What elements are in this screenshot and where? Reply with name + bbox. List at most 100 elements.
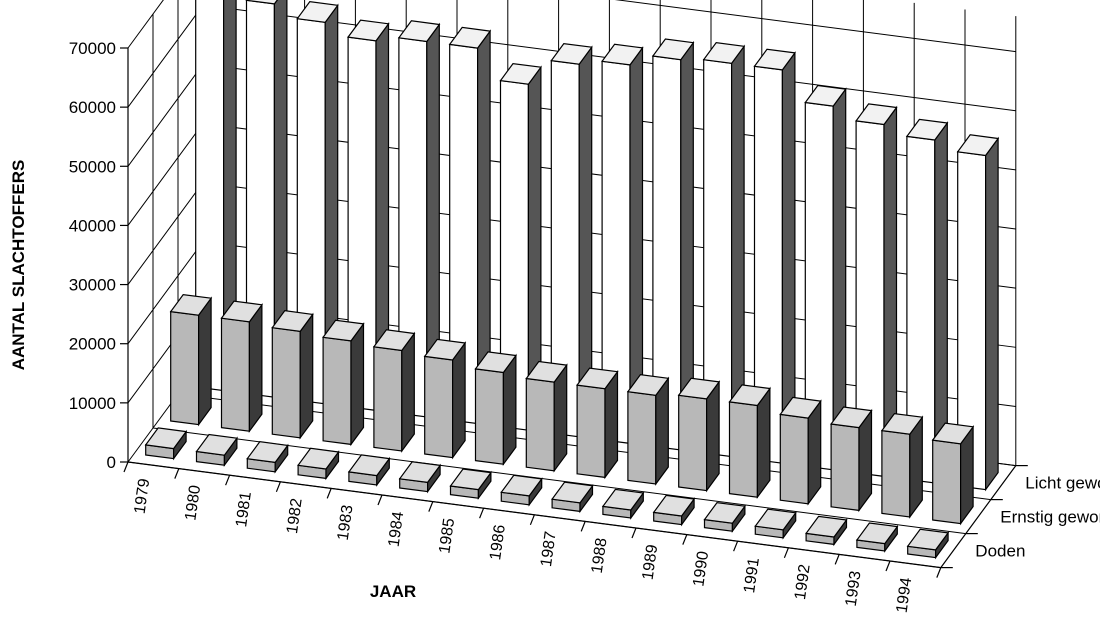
left-wall-gridline — [127, 182, 204, 285]
x-tick-label: 1987 — [538, 530, 560, 568]
series-label: Licht gewonden — [1025, 474, 1100, 493]
bar-side-face — [299, 312, 314, 440]
x-tick-label: 1992 — [792, 563, 814, 601]
bar-doden-1980 — [195, 433, 238, 468]
x-tick-mark — [174, 468, 180, 479]
x-tick-label: 1979 — [132, 477, 154, 515]
x-tick-mark — [428, 501, 434, 512]
series-label: Ernstig gewonden — [1000, 508, 1100, 527]
bar-top-face — [754, 508, 797, 531]
bar-licht-gewonden-1989 — [702, 42, 746, 459]
bar-top-face — [804, 84, 847, 107]
x-tick-label: 1982 — [284, 497, 306, 535]
bar-ernstig-gewonden-1994 — [931, 422, 975, 526]
bar-doden-1986 — [500, 474, 543, 507]
left-wall-gridline — [127, 0, 164, 49]
bar-top-face — [144, 427, 188, 450]
x-tick-mark — [377, 494, 383, 506]
x-tick-mark — [225, 474, 231, 486]
bar-doden-1994 — [906, 528, 950, 560]
x-tick-mark — [529, 514, 535, 526]
bar-front-face — [728, 401, 759, 498]
bar-front-face — [525, 377, 555, 472]
bar-side-face — [553, 363, 568, 473]
depth-axis-line — [940, 465, 1017, 568]
bar-licht-gewonden-1993 — [905, 118, 949, 485]
bar-top-face — [855, 103, 898, 126]
bar-top-face — [626, 374, 670, 396]
bar-doden-1984 — [398, 461, 442, 494]
bar-ernstig-gewonden-1987 — [576, 367, 619, 480]
bar-licht-gewonden-1986 — [550, 42, 593, 439]
floor-line — [152, 427, 966, 535]
bar-ernstig-gewonden-1985 — [474, 351, 517, 467]
bar-top-face — [576, 367, 619, 390]
bar-ernstig-gewonden-1983 — [372, 329, 416, 453]
bar-front-face — [271, 327, 301, 439]
bar-licht-gewonden-1981 — [296, 1, 339, 406]
bar-ernstig-gewonden-1982 — [322, 319, 365, 447]
bar-front-face — [220, 317, 250, 432]
bar-front-face — [170, 310, 200, 426]
bar-top-face — [830, 406, 873, 429]
x-tick-label: 1980 — [182, 484, 204, 522]
bar-side-face — [655, 376, 669, 486]
bar-top-face — [499, 62, 542, 85]
x-tick-mark — [834, 554, 840, 565]
bar-top-face — [525, 360, 568, 383]
x-tick-mark — [580, 521, 586, 532]
x-tick-mark — [885, 560, 891, 572]
bar-front-face — [322, 336, 352, 446]
bar-doden-1981 — [246, 441, 289, 474]
bar-top-face — [398, 461, 442, 484]
bar-side-face — [502, 353, 517, 467]
bar-ernstig-gewonden-1993 — [880, 412, 924, 519]
left-wall-gridline — [127, 4, 204, 108]
bar-doden-1983 — [347, 454, 391, 487]
x-tick-label: 1981 — [233, 491, 255, 529]
bar-top-face — [905, 118, 949, 141]
bar-licht-gewonden-1984 — [448, 26, 492, 426]
bar-side-face — [705, 380, 720, 493]
bar-top-face — [372, 329, 416, 352]
bar-top-face — [271, 310, 314, 333]
x-tick-label: 1983 — [335, 504, 357, 542]
bar-ernstig-gewonden-1986 — [525, 360, 568, 473]
y-tick-label: 20000 — [69, 335, 116, 354]
bar-licht-gewonden-1990 — [753, 48, 796, 466]
bar-side-face — [350, 322, 365, 447]
x-tick-label: 1988 — [589, 537, 611, 575]
bar-licht-gewonden-1985 — [499, 62, 542, 433]
bar-top-face — [703, 501, 746, 524]
x-axis-title: JAAR — [370, 582, 416, 601]
bar-doden-1985 — [449, 468, 492, 501]
bar-front-face — [195, 0, 225, 392]
bar-licht-gewonden-1983 — [397, 20, 441, 419]
bar-side-face — [604, 369, 619, 480]
bar-front-face — [932, 439, 962, 525]
bar-licht-gewonden-1991 — [804, 84, 847, 472]
bar-licht-gewonden-1988 — [651, 38, 695, 452]
bar-ernstig-gewonden-1992 — [830, 406, 873, 513]
x-tick-mark — [631, 527, 637, 539]
bar-top-face — [651, 38, 695, 61]
bar-licht-gewonden-1987 — [601, 43, 644, 446]
x-tick-label: 1994 — [894, 576, 916, 614]
bar-top-face — [195, 433, 238, 456]
x-tick-mark — [326, 488, 332, 499]
bar-top-face — [753, 48, 796, 71]
bar-top-face — [805, 515, 848, 538]
bar-top-face — [601, 43, 644, 66]
bar-front-face — [830, 423, 860, 512]
bar-top-face — [931, 422, 975, 445]
bar-doden-1982 — [297, 447, 340, 481]
labels-layer: 0 10000 20000 30000 40000 50000 60000 70000 1979… — [9, 39, 1100, 614]
bar-side-face — [401, 331, 415, 453]
bar-side-face — [198, 296, 212, 427]
x-tick-label: 1986 — [487, 524, 509, 562]
bar-top-face — [245, 0, 279, 5]
bar-top-face — [246, 441, 289, 464]
left-wall-gridline — [127, 63, 204, 167]
